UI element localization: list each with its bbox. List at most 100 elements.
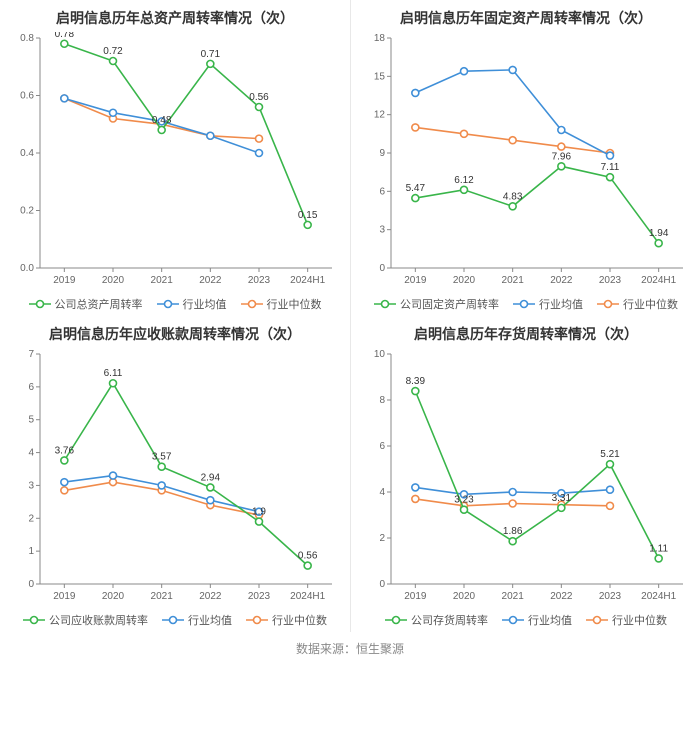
- legend: 公司存货周转率行业均值行业中位数: [357, 612, 695, 628]
- series-company: [64, 44, 307, 225]
- svg-text:2023: 2023: [599, 275, 622, 286]
- marker-company: [158, 463, 165, 470]
- svg-text:18: 18: [374, 33, 386, 44]
- svg-text:2024H1: 2024H1: [641, 591, 676, 602]
- data-label: 0.71: [201, 49, 221, 60]
- svg-text:2020: 2020: [453, 275, 476, 286]
- legend-label: 行业均值: [188, 612, 232, 628]
- data-label: 3.57: [152, 452, 172, 463]
- marker-company: [607, 461, 614, 468]
- chart-panel-receivable: 启明信息历年应收账款周转率情况（次）0123456720192020202120…: [0, 316, 351, 632]
- svg-text:1: 1: [28, 546, 34, 557]
- marker-company: [509, 538, 516, 545]
- marker-industry_avg: [558, 127, 565, 134]
- svg-text:0.4: 0.4: [20, 148, 34, 159]
- legend-label: 行业中位数: [623, 296, 678, 312]
- svg-text:2023: 2023: [248, 591, 271, 602]
- data-label: 0.56: [249, 92, 269, 103]
- data-label: 3.76: [55, 445, 75, 456]
- marker-industry_avg: [256, 150, 263, 157]
- data-label: 0.78: [55, 32, 75, 40]
- svg-text:2024H1: 2024H1: [641, 275, 676, 286]
- legend-label: 公司总资产周转率: [55, 296, 143, 312]
- svg-text:2021: 2021: [502, 591, 525, 602]
- marker-company: [412, 195, 419, 202]
- marker-company: [558, 504, 565, 511]
- chart-grid: 启明信息历年总资产周转率情况（次）0.00.20.40.60.820192020…: [0, 0, 700, 632]
- legend-item-industry_avg: 行业均值: [513, 296, 583, 312]
- svg-text:12: 12: [374, 110, 386, 121]
- marker-industry_avg: [61, 479, 68, 486]
- svg-text:9: 9: [379, 148, 385, 159]
- svg-text:10: 10: [374, 349, 386, 360]
- svg-text:2024H1: 2024H1: [290, 591, 325, 602]
- legend-item-company: 公司应收账款周转率: [23, 612, 148, 628]
- svg-text:3: 3: [379, 225, 385, 236]
- marker-company: [158, 127, 165, 134]
- marker-company: [256, 104, 263, 111]
- marker-industry_avg: [412, 89, 419, 96]
- svg-text:0: 0: [379, 263, 385, 274]
- chart-panel-total_asset: 启明信息历年总资产周转率情况（次）0.00.20.40.60.820192020…: [0, 0, 351, 316]
- data-label: 1.86: [503, 526, 523, 537]
- svg-text:2019: 2019: [404, 275, 427, 286]
- svg-text:7: 7: [28, 349, 34, 360]
- svg-text:2021: 2021: [151, 591, 174, 602]
- marker-industry_median: [607, 502, 614, 509]
- chart-panel-fixed_asset: 启明信息历年固定资产周转率情况（次）0369121518201920202021…: [351, 0, 700, 316]
- marker-company: [110, 58, 117, 65]
- marker-industry_median: [461, 130, 468, 137]
- marker-industry_avg: [412, 484, 419, 491]
- marker-company: [110, 380, 117, 387]
- marker-industry_avg: [607, 486, 614, 493]
- data-label: 1.94: [649, 228, 669, 239]
- data-label: 7.11: [601, 162, 620, 173]
- marker-company: [61, 457, 68, 464]
- svg-text:3: 3: [28, 480, 34, 491]
- svg-text:6: 6: [379, 441, 385, 452]
- marker-industry_median: [509, 137, 516, 144]
- svg-text:2019: 2019: [404, 591, 427, 602]
- svg-text:4: 4: [379, 487, 385, 498]
- marker-industry_avg: [61, 95, 68, 102]
- legend-label: 行业均值: [183, 296, 227, 312]
- chart-title: 启明信息历年存货周转率情况（次）: [357, 324, 695, 344]
- series-company: [415, 391, 658, 559]
- svg-text:2023: 2023: [599, 591, 622, 602]
- legend-item-industry_median: 行业中位数: [246, 612, 327, 628]
- svg-text:2021: 2021: [151, 275, 174, 286]
- svg-text:0.0: 0.0: [20, 263, 34, 274]
- marker-company: [304, 562, 311, 569]
- data-label: 4.83: [503, 191, 523, 202]
- legend-label: 行业中位数: [267, 296, 322, 312]
- marker-industry_avg: [110, 109, 117, 116]
- data-label: 2.94: [201, 472, 221, 483]
- marker-industry_median: [412, 124, 419, 131]
- data-label: 0.15: [298, 210, 318, 221]
- legend-label: 行业均值: [528, 612, 572, 628]
- marker-industry_avg: [110, 472, 117, 479]
- marker-company: [461, 506, 468, 513]
- data-label: 3.23: [454, 495, 474, 506]
- svg-text:2: 2: [28, 513, 34, 524]
- data-label: 6.12: [454, 175, 474, 186]
- series-company: [415, 166, 658, 243]
- svg-text:0.6: 0.6: [20, 91, 34, 102]
- data-label: 3.31: [552, 493, 572, 504]
- legend-label: 行业中位数: [612, 612, 667, 628]
- marker-industry_median: [61, 487, 68, 494]
- marker-industry_median: [558, 143, 565, 150]
- chart-title: 启明信息历年固定资产周转率情况（次）: [357, 8, 695, 28]
- marker-company: [655, 555, 662, 562]
- svg-text:2024H1: 2024H1: [290, 275, 325, 286]
- data-label: 7.96: [552, 151, 572, 162]
- data-label: 0.56: [298, 551, 318, 562]
- data-label: 8.39: [406, 376, 426, 387]
- marker-company: [607, 174, 614, 181]
- data-label: 1.11: [649, 543, 668, 554]
- svg-text:2019: 2019: [53, 275, 76, 286]
- marker-industry_median: [256, 135, 263, 142]
- legend: 公司固定资产周转率行业均值行业中位数: [357, 296, 695, 312]
- marker-industry_avg: [461, 68, 468, 75]
- legend-item-industry_median: 行业中位数: [241, 296, 322, 312]
